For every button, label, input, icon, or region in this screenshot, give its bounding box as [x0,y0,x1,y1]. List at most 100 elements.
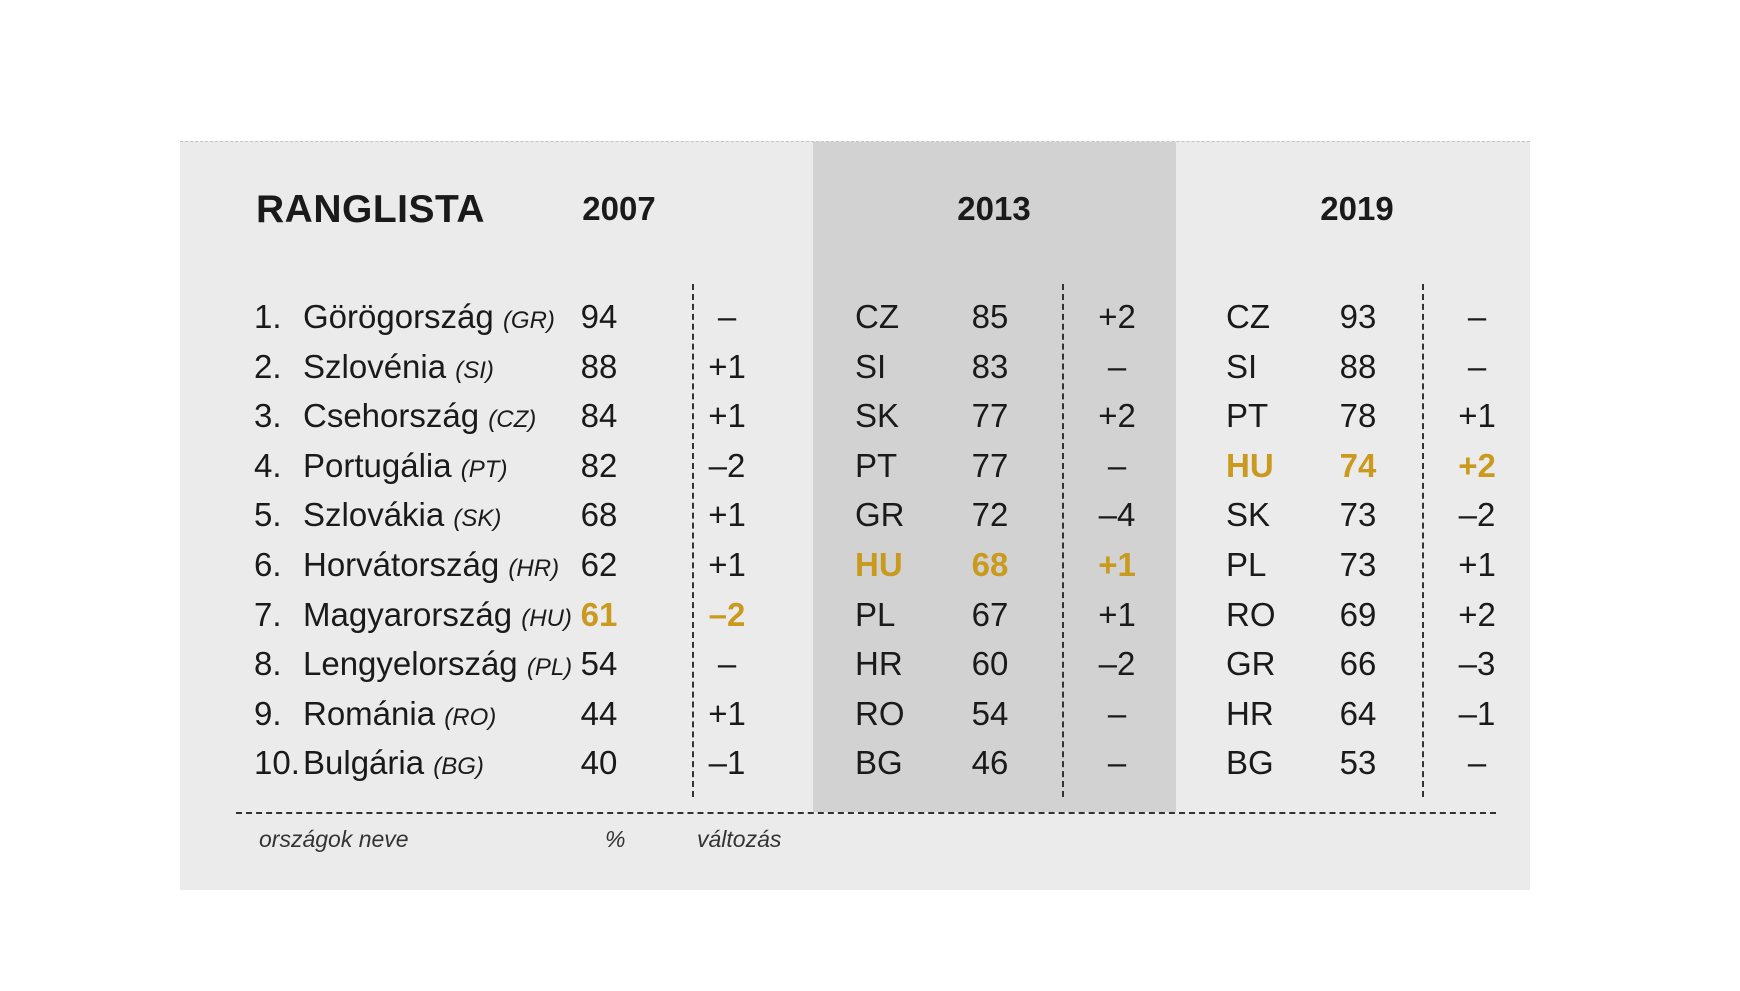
change-2013: +2 [1098,298,1136,335]
change-2007: –2 [708,595,746,633]
value-2007: 61 [580,595,618,633]
value-2007: 68 [580,496,618,534]
country-name-text: Csehország [303,397,480,435]
rank-label: 3. [254,397,282,435]
value-2007: 94 [580,298,618,335]
value-2007: 62 [580,546,618,583]
value-2007: 40 [580,744,618,782]
country-code-2013: PT [855,446,898,484]
year-2013-band [813,142,1176,812]
divider-2019 [1422,284,1424,797]
change-2019: –1 [1458,694,1496,732]
country-name-text: Szlovénia [303,347,447,385]
country-name: Portugália (PT) [303,441,507,491]
country-code-2019: GR [1226,645,1276,683]
change-2019: – [1467,298,1487,335]
country-code-label: (BG) [433,753,484,781]
country-name: Horvátország (HR) [303,540,559,590]
country-name-text: Bulgária [303,744,425,782]
value-2019: 88 [1339,347,1377,385]
country-code-2013: CZ [855,298,899,335]
change-2019: –3 [1458,645,1496,683]
change-2007: –2 [708,446,746,484]
rank-label: 2. [254,347,282,385]
change-2007: +1 [708,397,746,435]
value-2013: 67 [971,595,1009,633]
country-code-2019: HR [1226,694,1274,732]
country-name: Magyarország (HU) [303,590,572,640]
divider-2013 [1062,284,1064,797]
country-code-label: (RO) [444,703,497,731]
country-code-2013: SI [855,347,887,385]
change-2019: +1 [1458,397,1496,435]
country-code-label: (PL) [526,654,573,682]
footer-divider [236,812,1496,814]
change-2019: +1 [1458,546,1496,583]
country-name-text: Románia [303,694,436,732]
change-2013: +1 [1098,546,1136,583]
country-code-2019: BG [1226,744,1274,782]
value-2007: 88 [580,347,618,385]
year-header-2013: 2013 [957,190,1031,227]
country-code-2019: SK [1226,496,1271,534]
country-code-2013: SK [855,397,900,435]
change-2019: – [1467,347,1487,385]
value-2013: 77 [971,397,1009,435]
year-header-2019: 2019 [1320,190,1394,227]
country-name-text: Lengyelország [303,645,518,683]
change-2013: –4 [1098,496,1136,534]
value-2007: 54 [580,645,618,683]
year-header-2007: 2007 [582,190,656,227]
country-code-2013: BG [855,744,903,782]
rank-label: 6. [254,546,282,583]
change-2007: –1 [708,744,746,782]
country-code-2019: RO [1226,595,1276,633]
country-name-text: Horvátország [303,546,500,583]
change-2013: – [1107,446,1127,484]
change-2007: +1 [708,347,746,385]
table-title: RANGLISTA [256,188,486,231]
country-code-2019: PL [1226,546,1267,583]
footer-percent-label: % [605,826,626,852]
country-code-2013: RO [855,694,905,732]
value-2007: 82 [580,446,618,484]
rank-label: 5. [254,496,282,534]
change-2019: – [1467,744,1487,782]
country-name: Csehország (CZ) [303,391,536,441]
value-2013: 54 [971,694,1009,732]
value-2019: 64 [1339,694,1377,732]
ranking-panel: RANGLISTA 2007 2013 2019 Görögország (GR… [180,141,1530,890]
value-2007: 44 [580,694,618,732]
footer-change-label: változás [697,826,782,852]
change-2013: – [1107,744,1127,782]
change-2013: +2 [1098,397,1136,435]
change-2007: +1 [708,694,746,732]
country-code-label: (HU) [521,604,572,632]
change-2019: –2 [1458,496,1496,534]
country-code-2019: PT [1226,397,1269,435]
value-2013: 77 [971,446,1009,484]
country-code-label: (SK) [453,505,502,533]
country-name-text: Görögország [303,298,494,335]
country-name: Görögország (GR) [303,292,555,342]
value-2013: 46 [971,744,1009,782]
value-2019: 78 [1339,397,1377,435]
country-code-label: (GR) [502,307,555,334]
change-2013: – [1107,694,1127,732]
rank-label: 7. [254,595,282,633]
value-2013: 60 [971,645,1009,683]
value-2019: 53 [1339,744,1377,782]
rank-label: 9. [254,694,282,732]
rank-label: 4. [254,446,282,484]
country-name: Szlovénia (SI) [303,342,494,392]
value-2007: 84 [580,397,618,435]
country-code-2019: SI [1226,347,1258,385]
country-code-label: (CZ) [488,406,537,434]
country-code-2019: CZ [1226,298,1270,335]
rank-label: 1. [254,298,282,335]
rank-label: 8. [254,645,282,683]
country-name: Románia (RO) [303,689,496,739]
country-name-text: Magyarország [303,595,513,633]
change-2007: – [717,645,737,683]
change-2019: +2 [1458,595,1496,633]
